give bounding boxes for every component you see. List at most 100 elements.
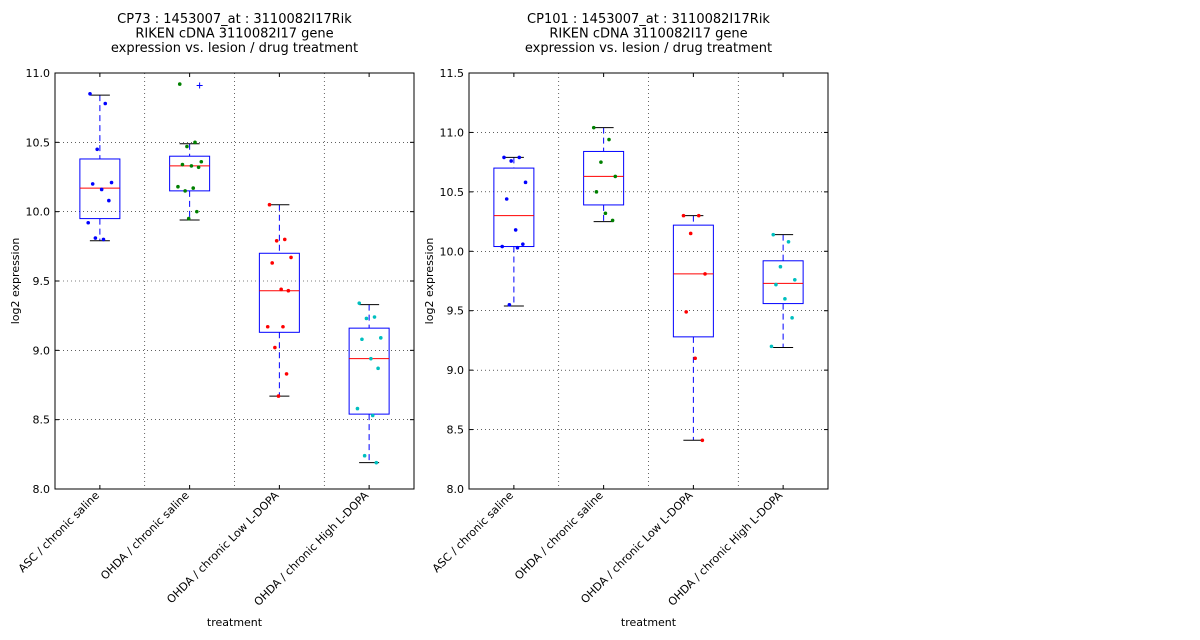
- y-tick-label: 10.0: [26, 206, 51, 219]
- box-iqr: [672, 224, 714, 338]
- chart-title-line: expression vs. lesion / drug treatment: [525, 41, 772, 56]
- data-point: [374, 460, 379, 465]
- y-tick-label: 10.5: [440, 186, 465, 199]
- data-point: [693, 356, 697, 361]
- data-point: [265, 324, 270, 329]
- data-point: [515, 245, 520, 250]
- box-iqr: [258, 252, 300, 333]
- y-tick-label: 9.5: [447, 305, 465, 318]
- y-axis-label: log2 expression: [9, 238, 22, 325]
- data-point: [507, 302, 512, 307]
- data-point: [778, 264, 783, 269]
- data-point: [594, 190, 599, 194]
- data-point: [362, 453, 367, 458]
- data-point: [270, 261, 274, 265]
- data-point: [196, 165, 201, 170]
- chart-title-line: RIKEN cDNA 3110082I17 gene: [549, 27, 747, 42]
- data-point: [378, 336, 383, 340]
- data-point: [177, 82, 182, 86]
- data-point: [99, 187, 104, 192]
- data-point: [107, 198, 111, 203]
- x-axis-label: treatment: [207, 616, 263, 629]
- data-point: [193, 140, 197, 145]
- x-tick-label: ASC / chronic saline: [16, 489, 102, 575]
- plot-frame: [468, 72, 829, 490]
- y-tick-label: 8.0: [33, 483, 51, 496]
- data-point: [504, 197, 509, 201]
- data-point: [591, 125, 596, 130]
- data-point: [774, 282, 778, 287]
- data-point: [191, 186, 196, 190]
- chart-panel-2: CP101 : 1453007_at : 3110082I17RikRIKEN …: [423, 12, 829, 629]
- box-iqr: [493, 167, 535, 248]
- data-point: [360, 337, 364, 342]
- data-point: [180, 162, 185, 167]
- data-point: [109, 180, 114, 185]
- data-point: [95, 147, 99, 152]
- data-point: [603, 211, 608, 216]
- data-point: [357, 301, 362, 305]
- data-point: [90, 182, 95, 186]
- data-point: [376, 366, 380, 371]
- data-point: [176, 184, 180, 189]
- data-point: [281, 324, 285, 329]
- box-iqr: [762, 260, 804, 305]
- data-point: [684, 310, 688, 314]
- data-point: [370, 413, 375, 418]
- data-point: [273, 345, 277, 350]
- y-tick-label: 11.5: [440, 67, 465, 80]
- data-point: [769, 344, 774, 349]
- box-iqr: [348, 327, 390, 415]
- y-tick-label: 8.5: [447, 424, 465, 437]
- data-point: [86, 220, 91, 225]
- y-axis-label: log2 expression: [423, 238, 436, 325]
- y-tick-label: 11.0: [26, 67, 51, 80]
- data-point: [517, 155, 522, 160]
- data-point: [267, 202, 272, 207]
- y-tick-label: 10.5: [26, 136, 51, 149]
- data-point: [195, 209, 199, 214]
- chart-title-line: expression vs. lesion / drug treatment: [111, 41, 358, 56]
- data-point: [274, 238, 279, 243]
- data-point: [289, 255, 293, 260]
- data-point: [792, 278, 797, 282]
- data-point: [189, 164, 194, 168]
- data-point: [355, 406, 360, 411]
- y-tick-label: 11.0: [440, 126, 465, 139]
- plot-frame: [54, 72, 415, 490]
- data-point: [282, 237, 287, 242]
- data-point: [681, 213, 686, 218]
- data-point: [284, 372, 289, 376]
- data-point: [513, 228, 518, 232]
- y-tick-label: 9.5: [33, 275, 51, 288]
- chart-title-line: RIKEN cDNA 3110082I17 gene: [135, 27, 333, 42]
- x-tick-label: ASC / chronic saline: [430, 489, 516, 575]
- data-point: [93, 236, 98, 240]
- data-point: [790, 316, 794, 320]
- box-iqr: [583, 150, 625, 206]
- box-iqr: [79, 158, 121, 220]
- data-point: [369, 356, 373, 361]
- data-point: [696, 213, 701, 218]
- chart-title-line: CP73 : 1453007_at : 3110082I17Rik: [117, 12, 352, 27]
- x-tick-label: OHDA / chronic saline: [512, 489, 606, 583]
- y-tick-label: 9.0: [447, 364, 465, 377]
- y-tick-label: 9.0: [33, 344, 51, 357]
- chart-title-line: CP101 : 1453007_at : 3110082I17Rik: [527, 12, 770, 27]
- data-point: [500, 244, 505, 249]
- y-tick-label: 8.5: [33, 414, 51, 427]
- data-point: [88, 92, 92, 96]
- data-point: [364, 316, 369, 321]
- data-point: [183, 189, 187, 193]
- data-point: [599, 160, 603, 164]
- data-point: [610, 218, 615, 223]
- data-point: [276, 394, 281, 398]
- data-point: [783, 297, 787, 301]
- x-tick-label: OHDA / chronic saline: [98, 489, 192, 583]
- data-point: [502, 155, 506, 160]
- data-point: [613, 174, 618, 179]
- data-point: [688, 231, 693, 236]
- y-tick-label: 10.0: [440, 245, 465, 258]
